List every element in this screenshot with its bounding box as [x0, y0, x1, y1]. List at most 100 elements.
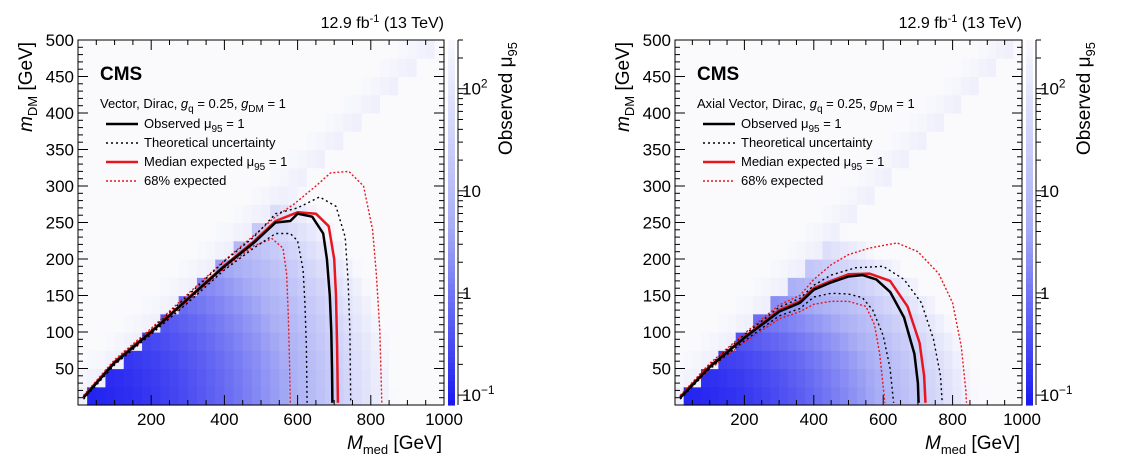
heatmap-cell — [987, 241, 996, 260]
heatmap-cell — [779, 77, 788, 96]
x-tick-label: 800 — [938, 410, 966, 429]
color-scale-segment — [1026, 271, 1033, 278]
color-scale: 10−1110102 — [448, 40, 495, 406]
heatmap-cell — [78, 277, 88, 296]
heatmap-cell — [1013, 131, 1022, 150]
color-scale-segment — [1026, 296, 1033, 303]
color-scale-segment — [448, 119, 455, 126]
color-scale-segment — [448, 113, 455, 120]
heatmap-cell — [875, 387, 884, 406]
heatmap-cell — [805, 259, 814, 278]
heatmap-cell — [362, 259, 372, 278]
heatmap-cell — [883, 77, 892, 96]
heatmap-cell — [96, 168, 106, 187]
heatmap-cell — [417, 95, 427, 114]
heatmap-cell — [298, 369, 308, 388]
heatmap-cell — [261, 332, 271, 351]
heatmap-cell — [224, 387, 234, 406]
heatmap-cell — [710, 296, 719, 315]
heatmap-cell — [987, 77, 996, 96]
heatmap-cell — [857, 113, 866, 132]
heatmap-cell — [398, 186, 408, 205]
heatmap-cell — [718, 40, 727, 59]
heatmap-cell — [849, 40, 858, 59]
heatmap-cell — [796, 387, 805, 406]
heatmap-cell — [188, 314, 198, 333]
heatmap-cell — [124, 223, 134, 242]
color-scale-segment — [1026, 186, 1033, 193]
heatmap-cell — [398, 277, 408, 296]
heatmap-cell — [142, 350, 152, 369]
heatmap-cell — [389, 186, 399, 205]
heatmap-cell — [279, 369, 289, 388]
heatmap-cell — [892, 314, 901, 333]
heatmap-cell — [909, 40, 918, 59]
heatmap-cell — [261, 186, 271, 205]
heatmap-cell — [417, 350, 427, 369]
heatmap-cell — [684, 296, 693, 315]
color-scale-segment — [448, 344, 455, 351]
heatmap-cell — [684, 223, 693, 242]
heatmap-cell — [849, 296, 858, 315]
heatmap-cell — [1013, 241, 1022, 260]
heatmap-cell — [701, 150, 710, 169]
color-scale-segment — [448, 326, 455, 333]
heatmap-cell — [160, 241, 170, 260]
heatmap-cell — [78, 168, 88, 187]
heatmap-cell — [692, 332, 701, 351]
heatmap-cell — [307, 350, 317, 369]
heatmap-cell — [279, 168, 289, 187]
heatmap-cell — [105, 259, 115, 278]
heatmap-cell — [953, 350, 962, 369]
heatmap-cell — [87, 131, 97, 150]
heatmap-cell — [675, 77, 684, 96]
heatmap-cell — [1005, 314, 1014, 333]
heatmap-cell — [279, 387, 289, 406]
heatmap-cell — [788, 186, 797, 205]
heatmap-cell — [753, 387, 762, 406]
heatmap-cell — [343, 168, 353, 187]
heatmap-cell — [124, 168, 134, 187]
heatmap-cell — [197, 296, 207, 315]
heatmap-cell — [831, 40, 840, 59]
heatmap-cell — [779, 259, 788, 278]
heatmap-cell — [252, 259, 262, 278]
heatmap-cell — [243, 314, 253, 333]
heatmap-cell — [96, 113, 106, 132]
heatmap-cell — [996, 150, 1005, 169]
heatmap-cell — [380, 95, 390, 114]
heatmap-cell — [875, 40, 884, 59]
heatmap-cell — [78, 95, 88, 114]
heatmap-cell — [944, 314, 953, 333]
heatmap-cell — [1005, 131, 1014, 150]
heatmap-cell — [710, 241, 719, 260]
heatmap-cell — [426, 186, 436, 205]
heatmap-cell — [692, 350, 701, 369]
heatmap-cell — [142, 369, 152, 388]
heatmap-cell — [953, 241, 962, 260]
heatmap-cell — [953, 259, 962, 278]
heatmap-cell — [987, 131, 996, 150]
heatmap-cell — [343, 58, 353, 77]
heatmap-cell — [215, 350, 225, 369]
heatmap-cell — [160, 277, 170, 296]
heatmap-cell — [334, 40, 344, 59]
heatmap-cell — [307, 40, 317, 59]
color-scale-segment — [448, 247, 455, 254]
heatmap-cell — [133, 186, 143, 205]
heatmap-cell — [701, 204, 710, 223]
heatmap-cell — [805, 223, 814, 242]
heatmap-cell — [380, 241, 390, 260]
heatmap-cell — [179, 332, 189, 351]
heatmap-cell — [944, 113, 953, 132]
heatmap-cell — [371, 77, 381, 96]
heatmap-cell — [875, 223, 884, 242]
heatmap-cell — [1013, 277, 1022, 296]
heatmap-cell — [979, 314, 988, 333]
heatmap-cell — [927, 314, 936, 333]
heatmap-cell — [944, 131, 953, 150]
heatmap-cell — [1005, 168, 1014, 187]
heatmap-cell — [692, 168, 701, 187]
heatmap-cell — [160, 350, 170, 369]
heatmap-cell — [831, 168, 840, 187]
